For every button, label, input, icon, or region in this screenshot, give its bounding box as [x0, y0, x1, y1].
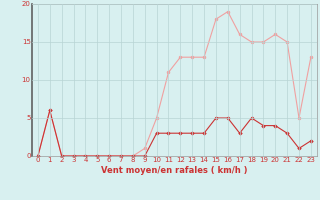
- X-axis label: Vent moyen/en rafales ( km/h ): Vent moyen/en rafales ( km/h ): [101, 166, 248, 175]
